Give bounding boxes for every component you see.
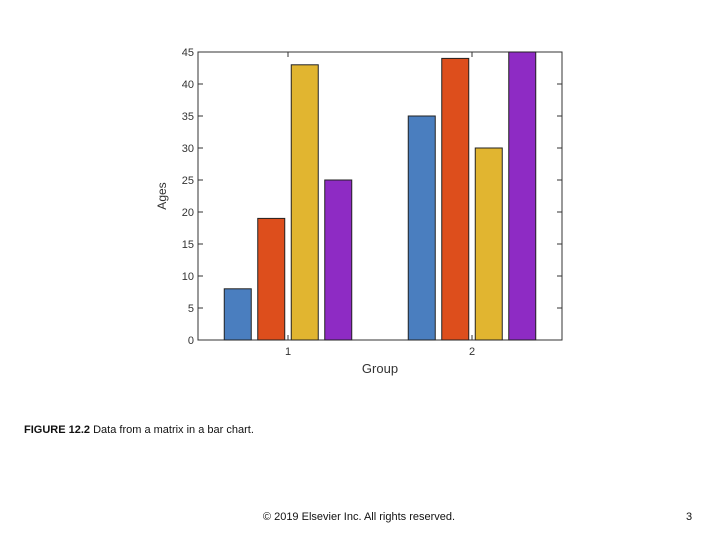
figure-caption-label: FIGURE 12.2 — [24, 424, 91, 436]
y-tick-label-15: 15 — [182, 239, 194, 251]
y-tick-label-25: 25 — [182, 175, 194, 187]
bar-series-3-group-2 — [474, 147, 503, 341]
y-tick-label-10: 10 — [182, 271, 194, 283]
y-tick-label-40: 40 — [182, 79, 194, 91]
y-tick-label-30: 30 — [182, 143, 194, 155]
bars-layer — [223, 51, 537, 341]
x-tick-label-2: 2 — [469, 346, 475, 358]
page-number: 3 — [686, 511, 693, 523]
y-tick-label-45: 45 — [182, 47, 194, 59]
y-axis-label: Ages — [155, 182, 169, 209]
bar-series-3-group-1 — [290, 64, 319, 341]
plot-area — [197, 51, 563, 341]
figure-caption-text: Data from a matrix in a bar chart. — [93, 424, 254, 436]
bar-series-4-group-1 — [324, 179, 353, 341]
y-tick-label-0: 0 — [188, 335, 194, 347]
figure-caption: FIGURE 12.2 Data from a matrix in a bar … — [24, 424, 254, 436]
y-tick-label-5: 5 — [188, 303, 194, 315]
copyright-text: © 2019 Elsevier Inc. All rights reserved… — [262, 511, 456, 523]
bar-series-2-group-1 — [257, 217, 286, 341]
ticks-layer: 0 5 10 15 20 25 30 35 40 45 1 2 — [182, 47, 562, 358]
bar-series-1-group-1 — [223, 288, 252, 341]
x-tick-label-1: 1 — [285, 346, 291, 358]
copyright-notice: © 2019 Elsevier Inc. All rights reserved… — [0, 511, 720, 523]
bar-series-1-group-2 — [407, 115, 436, 341]
y-tick-label-35: 35 — [182, 111, 194, 123]
y-tick-label-20: 20 — [182, 207, 194, 219]
bar-series-4-group-2 — [508, 51, 537, 341]
x-axis-label: Group — [362, 361, 398, 376]
bar-series-2-group-2 — [441, 57, 470, 341]
